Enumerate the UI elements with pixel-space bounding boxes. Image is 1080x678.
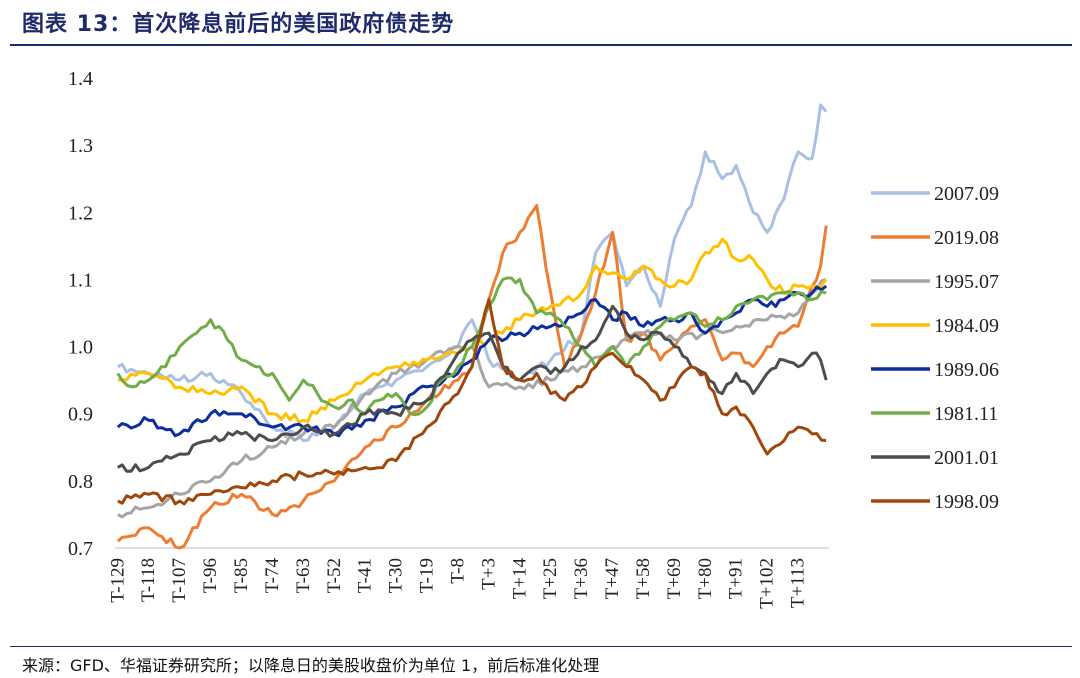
legend-label: 1995.07 [934,271,999,293]
series-line-1981-11 [116,276,827,417]
x-tick-label: T-85 [231,558,252,593]
x-tick-label: T-129 [107,558,128,603]
legend-label: 1981.11 [934,403,998,425]
x-tick-label: T-52 [324,558,345,593]
source-note: 来源：GFD、华福证券研究所；以降息日的美股收盘价为单位 1，前后标准化处理 [22,656,600,675]
x-tick-label: T+47 [602,558,623,599]
y-tick-label: 0.8 [68,471,93,493]
x-tick-label: T-19 [417,558,438,593]
y-tick-label: 1.0 [68,337,93,359]
x-tick-label: T+25 [540,558,561,599]
chart-title: 图表 13：首次降息前后的美国政府债走势 [22,12,455,37]
x-tick-label: T+69 [664,558,685,599]
x-tick-label: T-118 [138,558,159,602]
x-tick-label: T+58 [633,558,654,599]
legend-label: 1998.09 [934,491,999,513]
x-tick-label: T+80 [695,558,716,599]
y-tick-label: 1.2 [68,202,93,224]
x-tick-label: T-107 [169,558,190,603]
x-axis: T-129 T-118 T-107 T-96 T-85 T-74 T-63 T-52 T-41 T… [107,547,829,609]
y-tick-label: 1.1 [68,269,93,291]
legend-label: 1984.09 [934,315,999,337]
x-tick-label: T+3 [478,558,499,590]
series-line-1995-07 [117,277,827,519]
x-tick-label: T+113 [788,558,809,608]
x-tick-label: T+91 [726,558,747,599]
y-tick-label: 1.3 [68,135,93,157]
series-lines [116,103,828,550]
x-tick-label: T-30 [386,558,407,593]
x-tick-label: T-74 [262,558,283,594]
series-line-2019-08 [116,204,828,550]
title-divider [10,44,1072,46]
x-tick-label: T+36 [571,558,592,599]
footer-divider [10,646,1072,647]
x-tick-label: T+102 [757,558,778,609]
x-tick-label: T-8 [447,558,468,584]
legend-label: 2001.01 [934,447,999,469]
y-tick-label: 0.7 [68,538,93,560]
series-line-1998-09 [117,298,827,506]
legend-label: 1989.06 [934,359,999,381]
x-tick-label: T+14 [509,558,530,600]
y-tick-label: 0.9 [68,404,93,426]
y-axis: 0.7 0.8 0.9 1.0 1.1 1.2 1.3 1.4 [68,68,93,560]
legend: 2007.09 2019.08 1995.07 1984.09 1989.06 1981.… [871,183,999,513]
y-tick-label: 1.4 [68,68,93,90]
legend-label: 2019.08 [934,227,999,249]
x-tick-label: T-63 [293,558,314,593]
line-chart: 0.7 0.8 0.9 1.0 1.1 1.2 1.3 1.4 T-129 T-118 T-107… [68,68,999,609]
legend-label: 2007.09 [934,183,999,205]
series-line-2007-09 [117,103,828,443]
x-tick-label: T-41 [355,558,376,593]
x-tick-label: T-96 [200,558,221,593]
